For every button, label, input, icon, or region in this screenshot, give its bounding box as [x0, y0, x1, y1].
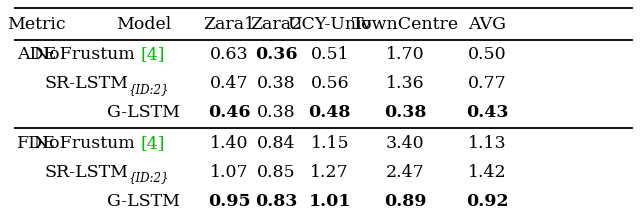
- Text: 0.38: 0.38: [257, 75, 296, 92]
- Text: Zara2: Zara2: [250, 16, 302, 33]
- Text: 0.89: 0.89: [384, 193, 427, 210]
- Text: AVG: AVG: [468, 16, 506, 33]
- Text: Zara1: Zara1: [203, 16, 255, 33]
- Text: G-LSTM: G-LSTM: [108, 193, 180, 210]
- Text: 0.92: 0.92: [466, 193, 509, 210]
- Text: Metric: Metric: [8, 16, 66, 33]
- Text: UCY-Univ: UCY-Univ: [287, 16, 372, 33]
- Text: 1.13: 1.13: [468, 135, 507, 152]
- Text: {ID:2}: {ID:2}: [128, 83, 168, 96]
- Text: 1.42: 1.42: [468, 164, 507, 181]
- Text: ADE: ADE: [17, 46, 56, 63]
- Text: 0.63: 0.63: [210, 46, 248, 63]
- Text: 0.83: 0.83: [255, 193, 298, 210]
- Text: FDE: FDE: [17, 135, 56, 152]
- Text: 1.07: 1.07: [210, 164, 248, 181]
- Text: SR-LSTM: SR-LSTM: [44, 164, 128, 181]
- Text: 3.40: 3.40: [386, 135, 425, 152]
- Text: 0.50: 0.50: [468, 46, 507, 63]
- Text: SR-LSTM: SR-LSTM: [44, 75, 128, 92]
- Text: 0.84: 0.84: [257, 135, 296, 152]
- Text: TownCentre: TownCentre: [352, 16, 459, 33]
- Text: 0.38: 0.38: [384, 104, 427, 121]
- Text: 1.15: 1.15: [310, 135, 349, 152]
- Text: 0.38: 0.38: [257, 104, 296, 121]
- Text: 0.36: 0.36: [255, 46, 298, 63]
- Text: NoFrustum: NoFrustum: [35, 46, 141, 63]
- Text: [4]: [4]: [141, 135, 165, 152]
- Text: 0.77: 0.77: [468, 75, 507, 92]
- Text: 0.43: 0.43: [466, 104, 509, 121]
- Text: 1.70: 1.70: [386, 46, 425, 63]
- Text: 0.51: 0.51: [310, 46, 349, 63]
- Text: Model: Model: [116, 16, 172, 33]
- Text: 0.46: 0.46: [208, 104, 250, 121]
- Text: NoFrustum: NoFrustum: [35, 135, 141, 152]
- Text: 2.47: 2.47: [386, 164, 425, 181]
- Text: 0.48: 0.48: [308, 104, 351, 121]
- Text: 0.56: 0.56: [310, 75, 349, 92]
- Text: 1.36: 1.36: [386, 75, 425, 92]
- Text: 1.40: 1.40: [210, 135, 248, 152]
- Text: G-LSTM: G-LSTM: [108, 104, 180, 121]
- Text: 1.27: 1.27: [310, 164, 349, 181]
- Text: 0.95: 0.95: [207, 193, 250, 210]
- Text: 0.47: 0.47: [210, 75, 248, 92]
- Text: 1.01: 1.01: [308, 193, 351, 210]
- Text: {ID:2}: {ID:2}: [128, 171, 168, 184]
- Text: [4]: [4]: [141, 46, 165, 63]
- Text: 0.85: 0.85: [257, 164, 296, 181]
